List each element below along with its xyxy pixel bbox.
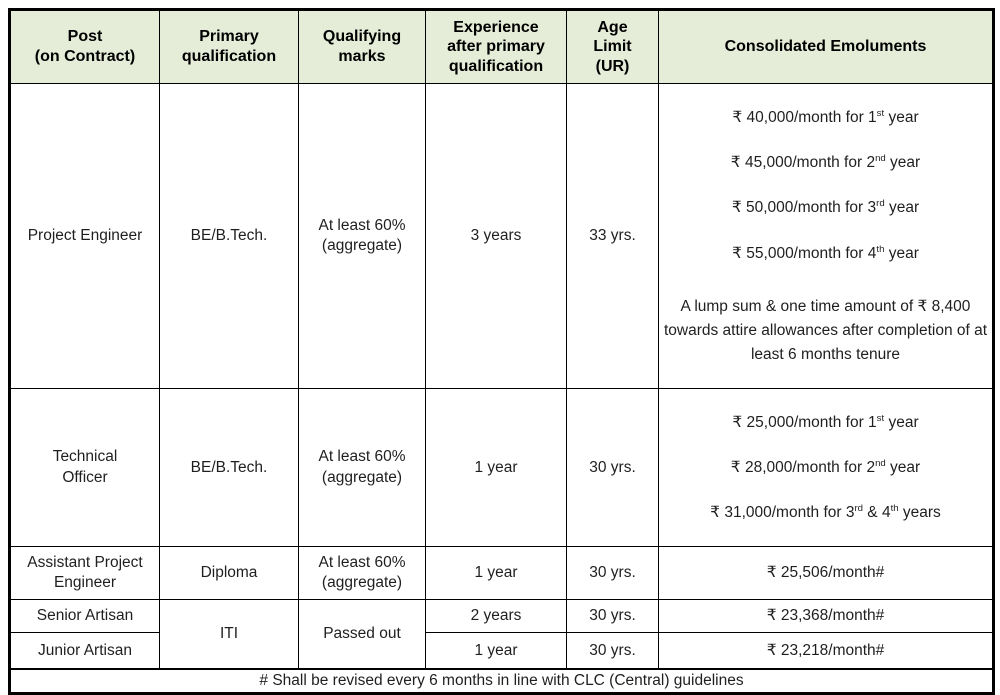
recruitment-table: Post (on Contract) Primary qualification… [8, 8, 995, 695]
age-limit-cell: 30 yrs. [566, 387, 659, 548]
emolument-line: ₹ 28,000/month for 2nd year [730, 457, 921, 477]
emolument-line: ₹ 55,000/month for 4th year [732, 243, 919, 262]
table-row-assistant-project-engineer: Assistant Project Engineer Diploma At le… [9, 546, 994, 601]
age-limit-cell: 30 yrs. [566, 546, 659, 601]
header-qualifying-marks: Qualifying marks [298, 9, 426, 84]
revision-note: # Shall be revised every 6 months in lin… [9, 667, 994, 695]
emoluments-cell: ₹ 23,218/month# [658, 632, 994, 670]
table-row-project-engineer: Project Engineer BE/B.Tech. At least 60%… [9, 83, 994, 389]
post-cell: Senior Artisan [9, 599, 160, 634]
age-limit-cell: 30 yrs. [566, 599, 659, 634]
experience-cell: 3 years [425, 83, 567, 389]
emolument-line: ₹ 31,000/month for 3rd & 4th years [710, 503, 941, 522]
header-age-limit: Age Limit (UR) [566, 9, 659, 84]
post-cell: Project Engineer [9, 83, 160, 389]
table-row-senior-artisan: Senior Artisan ITI Passed out 2 years 30… [9, 599, 994, 670]
emolument-line: ₹ 25,000/month for 1st year [732, 412, 919, 431]
emoluments-cell: ₹ 23,368/month# [658, 599, 994, 634]
qualification-cell: BE/B.Tech. [159, 387, 299, 548]
table-footer-row: # Shall be revised every 6 months in lin… [9, 667, 994, 695]
header-primary-qualification: Primary qualification [159, 9, 299, 84]
marks-cell: At least 60% (aggregate) [298, 546, 426, 601]
emoluments-cell: ₹ 40,000/month for 1st year ₹ 45,000/mon… [658, 83, 994, 389]
age-limit-cell: 30 yrs. [566, 632, 659, 670]
header-consolidated-emoluments: Consolidated Emoluments [658, 9, 994, 84]
emolument-line: ₹ 40,000/month for 1st year [732, 107, 919, 127]
marks-cell: At least 60% (aggregate) [298, 387, 426, 548]
marks-cell-merged: Passed out [298, 599, 426, 670]
table-row-junior-artisan: Junior Artisan 1 year 30 yrs. ₹ 23,218/m… [9, 632, 994, 670]
recruitment-table-sheet: Post (on Contract) Primary qualification… [8, 8, 995, 695]
marks-cell: At least 60% (aggregate) [298, 83, 426, 389]
age-limit-cell: 33 yrs. [566, 83, 659, 389]
experience-cell: 1 year [425, 632, 567, 670]
emolument-line: ₹ 45,000/month for 2nd year [730, 153, 921, 172]
emoluments-lump-sum-note: A lump sum & one time amount of ₹ 8,400 … [663, 297, 988, 363]
post-cell: Assistant Project Engineer [9, 546, 160, 601]
post-cell: Junior Artisan [9, 632, 160, 670]
experience-cell: 1 year [425, 546, 567, 601]
qualification-cell-merged: ITI [159, 599, 299, 670]
experience-cell: 2 years [425, 599, 567, 634]
header-experience: Experience after primary qualification [425, 9, 567, 84]
qualification-cell: Diploma [159, 546, 299, 601]
emoluments-cell: ₹ 25,000/month for 1st year ₹ 28,000/mon… [658, 387, 994, 548]
table-row-technical-officer: Technical Officer BE/B.Tech. At least 60… [9, 387, 994, 548]
table-header-row: Post (on Contract) Primary qualification… [9, 9, 994, 84]
post-cell: Technical Officer [9, 387, 160, 548]
emoluments-cell: ₹ 25,506/month# [658, 546, 994, 601]
emolument-line: ₹ 50,000/month for 3rd year [731, 198, 920, 217]
qualification-cell: BE/B.Tech. [159, 83, 299, 389]
experience-cell: 1 year [425, 387, 567, 548]
header-post: Post (on Contract) [9, 9, 160, 84]
